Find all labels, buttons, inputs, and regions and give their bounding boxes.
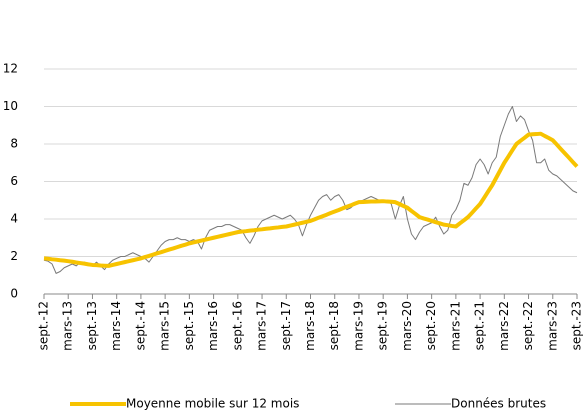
x-tick-label: sept.-18 — [327, 301, 341, 350]
series-line — [43, 106, 578, 274]
legend-label: Données brutes — [451, 397, 546, 410]
x-tick-label: sept.-16 — [230, 301, 244, 350]
y-tick-label: 10 — [3, 99, 18, 113]
x-tick-label: sept.-15 — [182, 301, 196, 350]
x-tick-label: mars-14 — [109, 301, 123, 351]
x-tick-label: mars-16 — [206, 301, 220, 351]
x-tick-label: mars-20 — [400, 301, 414, 351]
x-tick-label: mars-13 — [61, 301, 75, 351]
series-line — [43, 131, 579, 268]
x-tick-label: mars-23 — [545, 301, 559, 351]
x-tick-label: sept.-22 — [521, 301, 535, 350]
x-tick-label: mars-19 — [351, 301, 365, 351]
x-tick-label: sept.-13 — [85, 301, 99, 350]
y-tick-label: 4 — [10, 212, 18, 226]
x-tick-label: sept.-12 — [37, 301, 51, 350]
x-tick-label: sept.-20 — [424, 301, 438, 350]
x-tick-label: sept.-19 — [376, 301, 390, 350]
x-tick-label: mars-18 — [303, 301, 317, 351]
x-tick-label: sept.-17 — [279, 301, 293, 350]
x-tick-label: mars-15 — [158, 301, 172, 351]
legend-label: Moyenne mobile sur 12 mois — [126, 397, 299, 410]
y-tick-label: 8 — [10, 137, 18, 151]
x-tick-label: mars-21 — [448, 301, 462, 351]
x-tick-label: mars-17 — [255, 301, 269, 351]
x-tick-label: sept.-23 — [570, 301, 584, 350]
x-tick-label: sept.-21 — [473, 301, 487, 350]
y-tick-label: 2 — [10, 249, 18, 263]
x-tick-label: sept.-14 — [133, 301, 147, 350]
y-tick-label: 0 — [10, 287, 18, 301]
y-tick-label: 12 — [3, 62, 18, 76]
y-tick-label: 6 — [10, 174, 18, 188]
x-tick-label: mars-22 — [497, 301, 511, 351]
